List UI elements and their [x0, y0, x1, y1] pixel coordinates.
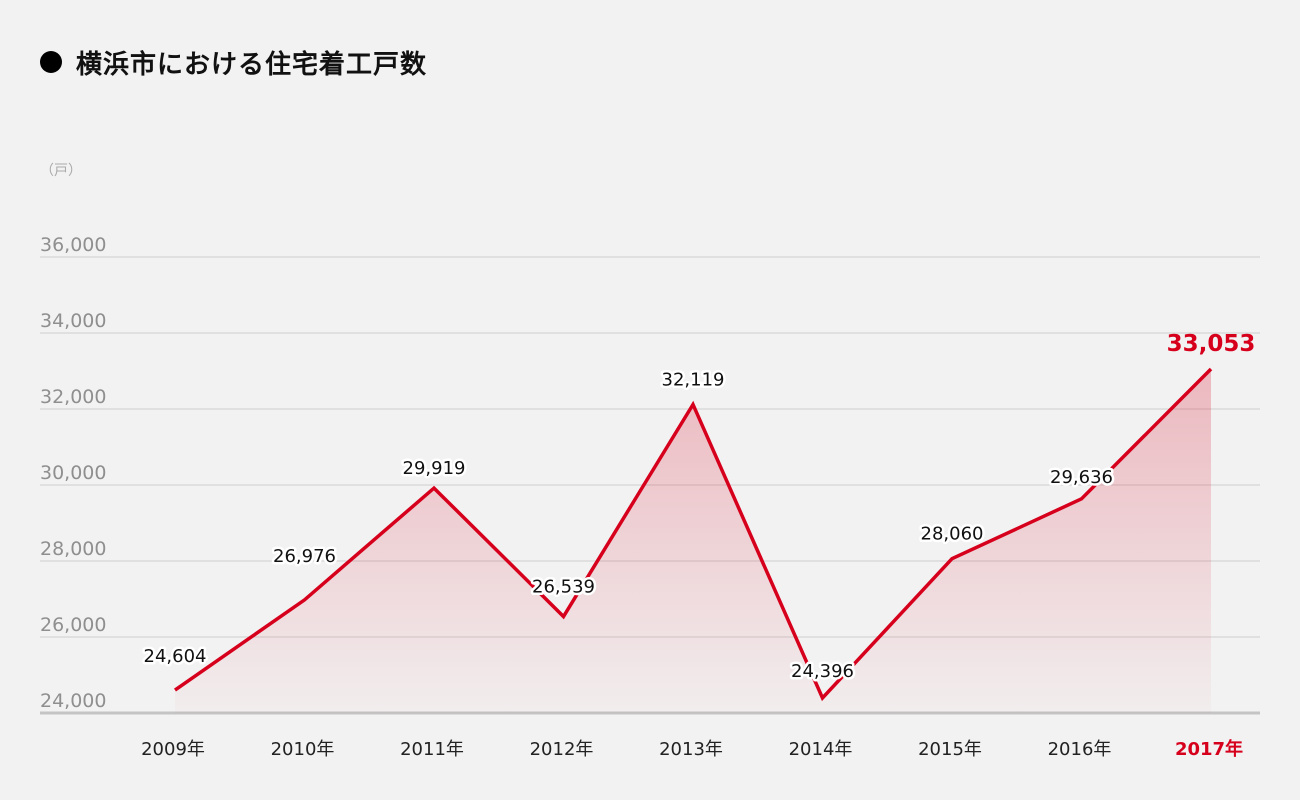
y-tick-label: 32,000 [40, 386, 106, 408]
area-fill [175, 368, 1211, 713]
title-bullet-icon [40, 51, 62, 73]
data-label: 29,919 [403, 458, 466, 479]
chart-title-text: 横浜市における住宅着工戸数 [76, 49, 428, 80]
x-tick-label: 2016年 [1048, 739, 1112, 760]
chart-title: 横浜市における住宅着工戸数 [40, 42, 427, 82]
x-axis-ticks: 2009年 2010年 2011年 2012年 2013年 2014年 2015年 2016年… [141, 738, 1243, 760]
x-tick-label: 2015年 [918, 739, 982, 760]
x-tick-label: 2010年 [271, 739, 335, 760]
data-label: 26,539 [532, 577, 595, 598]
series-line-layer [174, 367, 1213, 702]
x-tick-label: 2017年 [1175, 738, 1243, 760]
y-tick-label: 24,000 [40, 690, 106, 712]
y-tick-label: 28,000 [40, 538, 106, 560]
data-labels: 24,604 26,976 29,919 26,539 32,119 24,396 28,0… [141, 331, 1256, 684]
x-tick-label: 2012年 [530, 739, 594, 760]
series-line [174, 367, 1213, 702]
data-label: 24,604 [144, 646, 207, 667]
x-tick-label: 2014年 [789, 739, 853, 760]
data-label: 28,060 [921, 524, 984, 545]
x-tick-label: 2011年 [400, 739, 464, 760]
y-tick-label: 36,000 [40, 234, 106, 256]
x-tick-label: 2009年 [141, 739, 205, 760]
y-tick-label: 30,000 [40, 462, 106, 484]
y-tick-label: 26,000 [40, 614, 106, 636]
data-label: 26,976 [273, 546, 336, 567]
data-label: 29,636 [1050, 467, 1113, 488]
y-axis-unit-label: （戸） [40, 163, 82, 179]
data-label: 32,119 [662, 369, 725, 390]
data-label: 33,053 [1167, 331, 1256, 357]
area-fill-layer [175, 368, 1211, 713]
y-axis-ticks: 24,000 26,000 28,000 30,000 32,000 34,000 36,0… [40, 234, 106, 712]
data-label: 24,396 [791, 661, 854, 682]
x-tick-label: 2013年 [659, 739, 723, 760]
y-tick-label: 34,000 [40, 310, 106, 332]
